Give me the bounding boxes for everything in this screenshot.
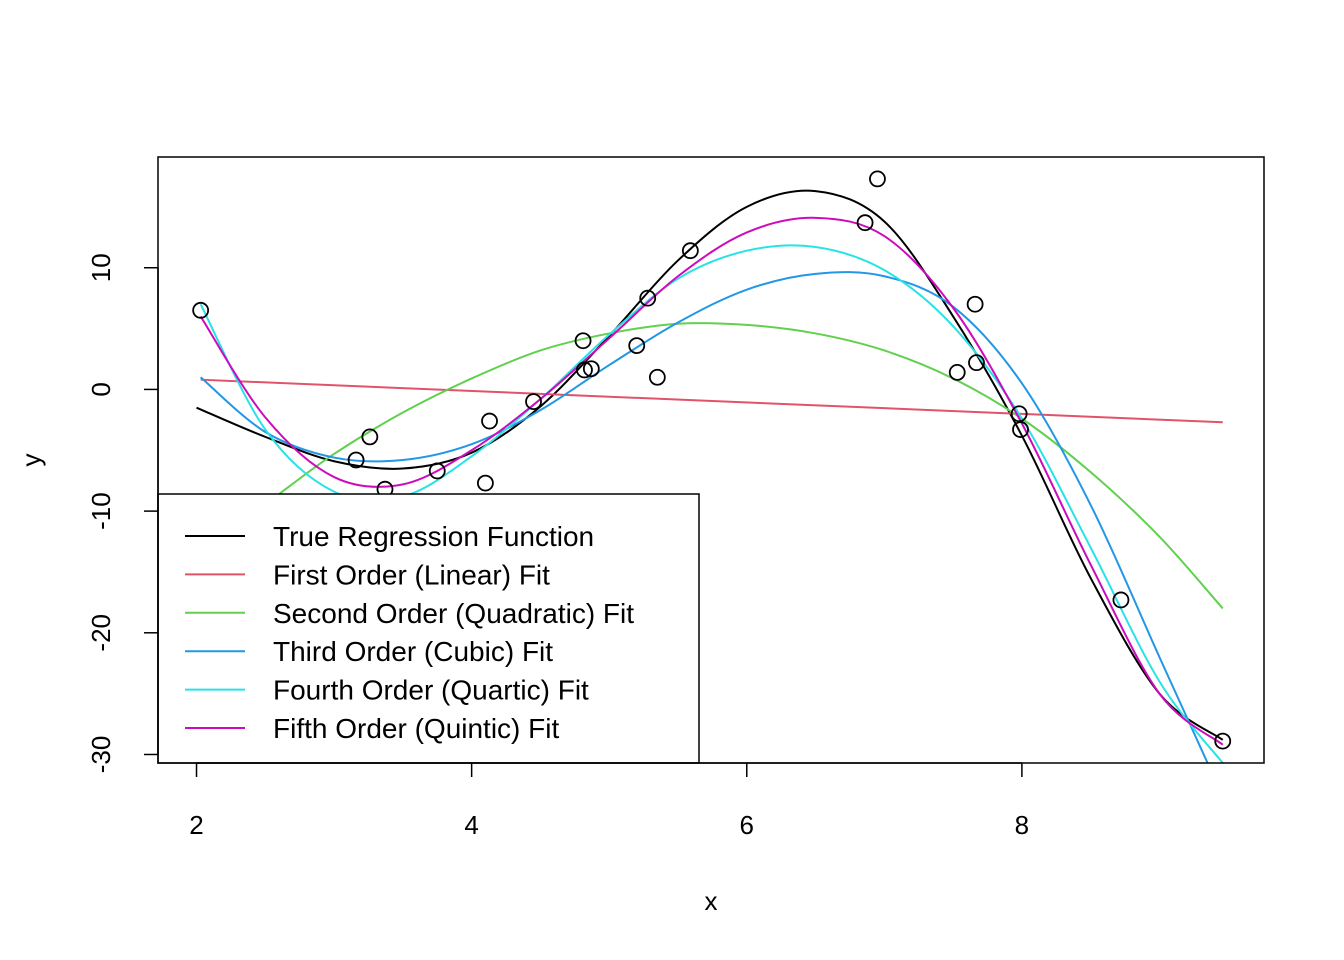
x-axis-title: x <box>705 886 718 916</box>
data-point-12 <box>628 337 646 355</box>
series-line-first-order-linear-fit <box>200 378 1223 424</box>
legend-label-true-regression-function: True Regression Function <box>273 521 594 552</box>
series-line-third-order-cubic-fit <box>199 271 1209 763</box>
data-point-18 <box>948 363 966 381</box>
data-point-6 <box>476 474 494 492</box>
data-point-8 <box>525 393 542 410</box>
legend-label-third-order-cubic-fit: Third Order (Cubic) Fit <box>273 636 553 667</box>
data-point-5 <box>428 462 446 480</box>
legend-label-fifth-order-quintic-fit: Fifth Order (Quintic) Fit <box>273 713 559 744</box>
x-tick-label: 8 <box>1015 810 1029 840</box>
x-tick-label: 2 <box>189 810 203 840</box>
series-line-second-order-quadratic-fit <box>278 322 1224 610</box>
data-point-17 <box>869 170 886 188</box>
data-point-15 <box>681 242 699 260</box>
series-line-fifth-order-quintic-fit <box>199 216 1224 746</box>
data-point-9 <box>574 332 592 350</box>
legend-label-second-order-quadratic-fit: Second Order (Quadratic) Fit <box>273 598 634 629</box>
data-point-21 <box>1010 405 1028 423</box>
axes: 2 4 6 8 -30 -20 -10 0 10 <box>86 253 1029 840</box>
legend-label-fourth-order-quartic-fit: Fourth Order (Quartic) Fit <box>273 675 589 706</box>
data-point-7 <box>481 412 498 430</box>
data-point-11 <box>582 360 600 378</box>
data-point-24 <box>1214 732 1232 750</box>
data-point-13 <box>639 289 657 307</box>
data-point-22 <box>1012 421 1029 438</box>
data-point-23 <box>1112 591 1130 609</box>
legend: True Regression Function First Order (Lin… <box>157 493 700 764</box>
y-tick-label: -10 <box>86 492 116 530</box>
data-point-16 <box>856 214 874 232</box>
data-point-19 <box>966 295 984 313</box>
data-point-10 <box>576 361 593 379</box>
data-point-1 <box>192 301 210 319</box>
y-tick-label: 0 <box>86 382 116 396</box>
x-tick-label: 4 <box>464 810 478 840</box>
data-point-14 <box>648 368 666 386</box>
y-tick-label: 10 <box>86 253 116 282</box>
x-tick-label: 6 <box>740 810 754 840</box>
y-tick-label: -30 <box>86 736 116 774</box>
series-line-true-regression-function <box>196 189 1224 741</box>
data-point-20 <box>968 354 985 372</box>
data-point-3 <box>361 428 379 446</box>
legend-box <box>157 493 700 764</box>
y-tick-label: -20 <box>86 614 116 652</box>
y-axis-title: y <box>16 454 46 467</box>
legend-label-first-order-linear-fit: First Order (Linear) Fit <box>273 559 550 590</box>
data-point-2 <box>347 451 365 469</box>
